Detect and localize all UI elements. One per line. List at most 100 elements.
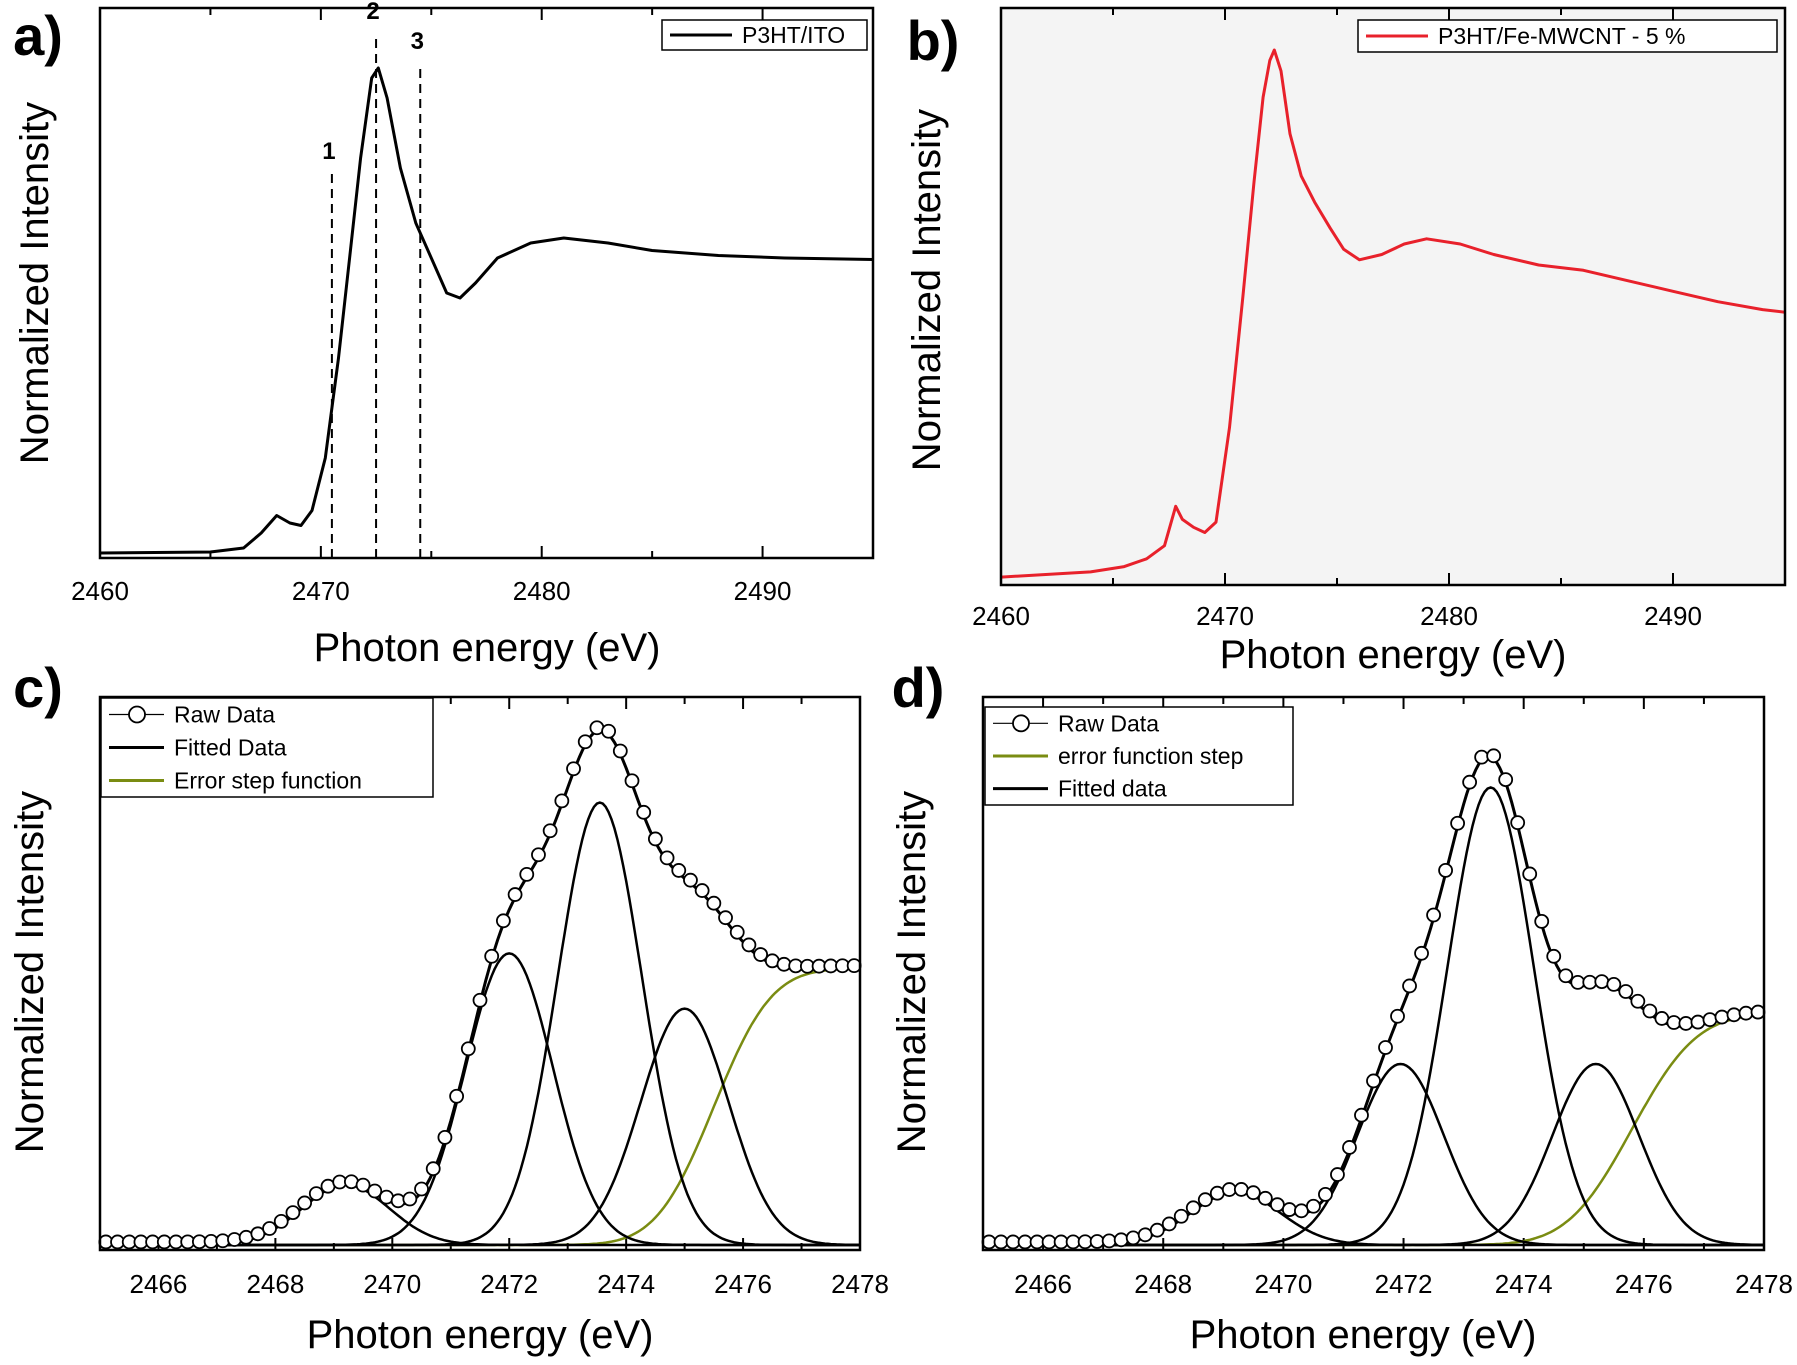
- raw-data-point: [1089, 1234, 1105, 1249]
- marker-label-1: 1: [322, 138, 335, 165]
- raw-data-point: [1281, 1202, 1297, 1217]
- raw-data-point: [519, 866, 535, 882]
- raw-data-point: [414, 1181, 429, 1197]
- plot-background: [1001, 8, 1785, 585]
- legend: Raw Data Fitted Data Error step function: [100, 697, 434, 798]
- x-axis-title: Photon energy (eV): [307, 1313, 654, 1357]
- y-axis-title: Normalized Intensity: [890, 791, 934, 1153]
- raw-data-point: [297, 1195, 313, 1211]
- legend: P3HT/Fe-MWCNT - 5 %: [1357, 19, 1778, 53]
- raw-data-point: [484, 948, 500, 964]
- x-tick-label: 2468: [1134, 1269, 1192, 1299]
- raw-data-point: [1426, 907, 1441, 923]
- raw-data-point: [1630, 993, 1646, 1009]
- raw-data-point: [1173, 1208, 1189, 1224]
- legend: P3HT/ITO: [661, 19, 868, 51]
- gaussian-component-4: [100, 1007, 860, 1247]
- legend-label: error function step: [1058, 743, 1243, 769]
- raw-data-point: [1738, 1005, 1754, 1021]
- raw-data-point: [577, 734, 593, 750]
- x-tick-label: 2476: [1615, 1269, 1673, 1299]
- x-tick-label: 2466: [130, 1269, 188, 1299]
- raw-data-point: [1486, 748, 1502, 764]
- x-tick-label: 2490: [1644, 601, 1702, 631]
- panel-label: a): [13, 4, 63, 67]
- raw-data-point: [718, 910, 733, 926]
- panel-label: b): [907, 9, 960, 72]
- raw-data-point: [308, 1186, 324, 1202]
- legend-marker: [1012, 714, 1030, 733]
- raw-data-point: [706, 895, 722, 911]
- raw-data-point: [647, 831, 663, 847]
- raw-data-point: [566, 761, 581, 777]
- raw-data-point: [1101, 1233, 1117, 1249]
- x-tick-label: 2480: [1420, 601, 1478, 631]
- raw-data-point: [1522, 866, 1538, 882]
- raw-data-point: [449, 1088, 465, 1104]
- raw-data-point: [1113, 1232, 1129, 1248]
- raw-data-point: [683, 872, 698, 888]
- gaussian-component-3: [100, 801, 860, 1247]
- marker-label-3: 3: [411, 28, 424, 55]
- raw-data-point: [1005, 1234, 1021, 1250]
- panel-label: d): [892, 656, 945, 719]
- raw-data-point: [1306, 1198, 1321, 1214]
- raw-data-point: [1041, 1234, 1057, 1250]
- raw-data-point: [1546, 948, 1562, 964]
- plot-area: [983, 754, 1764, 1247]
- y-axis-title: Normalized Intensity: [8, 791, 52, 1153]
- plot-frame: [98, 6, 875, 560]
- raw-data-point: [554, 793, 570, 809]
- raw-data-point: [1077, 1234, 1093, 1250]
- raw-data-point: [659, 850, 675, 866]
- fitted-line: [983, 754, 1764, 1247]
- legend-box: [1357, 19, 1778, 53]
- plot-area: [100, 66, 873, 555]
- raw-data-point: [1233, 1182, 1249, 1197]
- x-tick-label: 2470: [292, 576, 350, 606]
- plot-frame: [999, 6, 1787, 587]
- x-tick-label: 2480: [513, 576, 571, 606]
- legend: Raw Data error function step Fitted data: [984, 706, 1294, 806]
- raw-data-point: [1378, 1040, 1393, 1055]
- raw-data-point: [1618, 984, 1634, 999]
- raw-data-point: [1726, 1007, 1742, 1023]
- raw-data-point: [753, 947, 769, 962]
- raw-data-point: [1666, 1015, 1682, 1030]
- raw-data-point: [1606, 977, 1622, 992]
- raw-data-point: [1390, 1008, 1405, 1024]
- plot-area: [1001, 48, 1785, 579]
- y-axis-title: Normalized Intensity: [905, 109, 949, 471]
- raw-data-point: [993, 1234, 1009, 1250]
- raw-data-point: [495, 913, 511, 929]
- raw-data-point: [1125, 1230, 1141, 1246]
- x-tick-label: 2470: [363, 1269, 421, 1299]
- raw-data-point: [542, 823, 558, 839]
- raw-data-point: [402, 1191, 418, 1207]
- raw-data-point: [1498, 772, 1514, 787]
- raw-data-point: [1245, 1185, 1261, 1201]
- raw-data-point: [1354, 1107, 1369, 1123]
- x-tick-label: 2490: [734, 576, 792, 606]
- raw-data-point: [624, 773, 640, 789]
- raw-data-point: [1257, 1190, 1273, 1206]
- x-tick-label: 2472: [480, 1269, 538, 1299]
- raw-data-point: [1029, 1234, 1045, 1250]
- y-axis-title: Normalized Intensity: [13, 102, 57, 464]
- raw-data-point: [355, 1177, 371, 1193]
- plot-frame: [981, 695, 1766, 1252]
- raw-data-point: [472, 992, 488, 1008]
- fitted-line: [100, 728, 860, 1247]
- raw-data-point: [1642, 1003, 1658, 1019]
- error-step-line: [983, 1013, 1764, 1247]
- raw-data-point: [1450, 815, 1466, 831]
- raw-data-point: [1534, 914, 1550, 929]
- raw-data-point: [1462, 774, 1478, 790]
- x-tick-label: 2470: [1196, 601, 1254, 631]
- raw-data-point: [1017, 1234, 1033, 1250]
- raw-data-point: [460, 1041, 476, 1057]
- x-tick-label: 2476: [714, 1269, 772, 1299]
- chart-panel-2: b) Normalized Intensity Photon energy (eV)…: [905, 6, 1787, 677]
- raw-data-point: [1294, 1203, 1309, 1219]
- x-tick-label: 2466: [1014, 1269, 1072, 1299]
